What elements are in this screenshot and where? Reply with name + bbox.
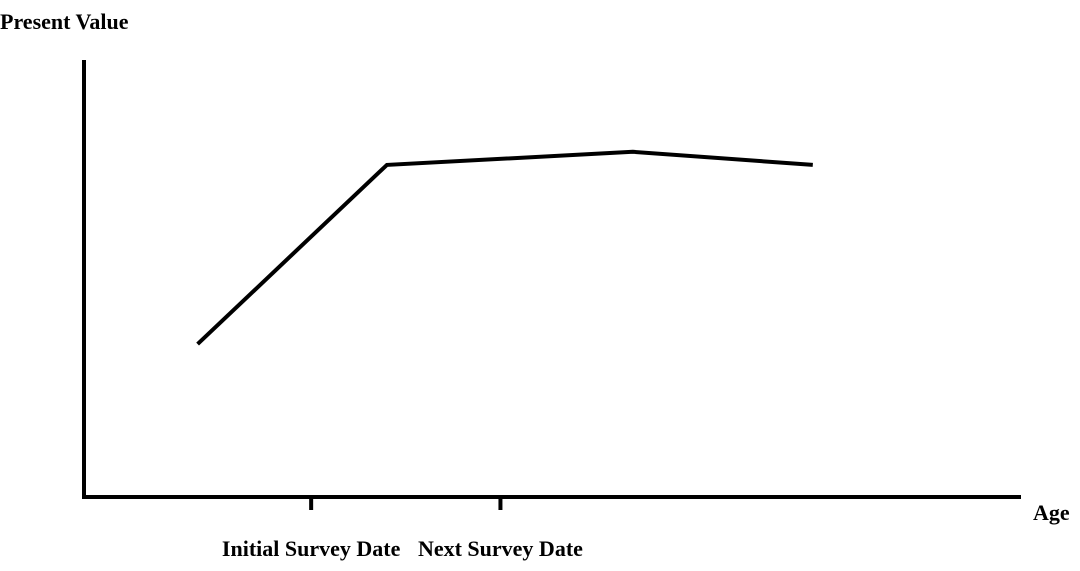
series-line: [196, 149, 813, 346]
x-axis-label: Age: [1033, 500, 1070, 525]
x-tick-label: Next Survey Date: [418, 536, 583, 561]
y-axis-label: Present Value: [0, 9, 129, 34]
x-tick-label: Initial Survey Date: [222, 536, 401, 561]
x-ticks: Initial Survey Date Next Survey Date: [222, 497, 583, 561]
